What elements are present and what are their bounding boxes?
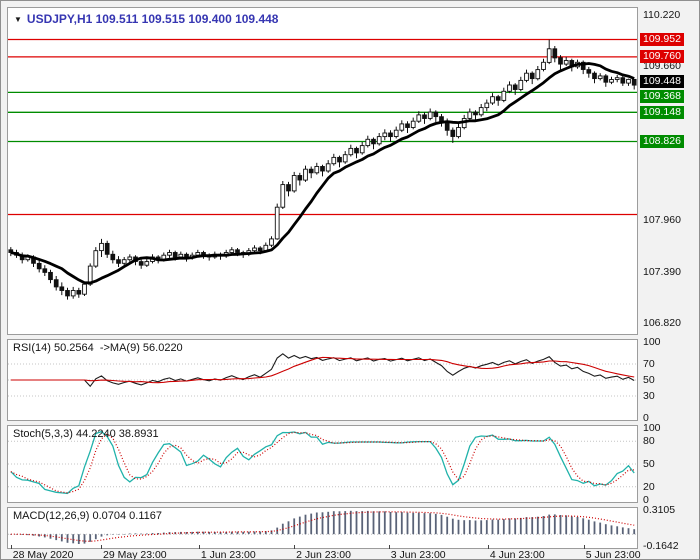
symbol-ohlc-text: USDJPY,H1 109.511 109.515 109.400 109.44… [26, 12, 279, 26]
main-chart-panel[interactable]: ▼ USDJPY,H1 109.511 109.515 109.400 109.… [7, 7, 638, 335]
rsi-axis-label: 70 [643, 358, 655, 370]
rsi-axis-label: 50 [643, 374, 655, 386]
time-tick [388, 545, 390, 549]
macd-panel[interactable]: MACD(12,26,9) 0.0704 0.1167 [7, 507, 638, 549]
price-badge-last: 109.448 [640, 74, 684, 88]
rsi-axis-label: 30 [643, 390, 655, 402]
time-axis-label: 3 Jun 23:00 [390, 549, 446, 560]
time-scale[interactable]: 28 May 2020 29 May 23:00 1 Jun 23:00 2 Jun … [7, 545, 641, 560]
price-axis-label: 107.960 [643, 213, 681, 226]
stoch-axis-label: 100 [643, 422, 661, 434]
time-axis-label: 28 May 2020 [12, 549, 74, 560]
symbol-info: ▼ USDJPY,H1 109.511 109.515 109.400 109.… [14, 12, 278, 26]
stoch-axis-label: 80 [643, 435, 655, 448]
time-axis-label: 4 Jun 23:00 [489, 549, 545, 560]
price-badge-support: 108.826 [640, 134, 684, 148]
chart-dropdown-icon[interactable]: ▼ [14, 14, 22, 24]
rsi-canvas[interactable] [8, 340, 637, 420]
time-axis-label: 29 May 23:00 [103, 549, 167, 560]
stoch-canvas[interactable] [8, 426, 637, 502]
macd-axis-label: 0.3105 [643, 504, 676, 516]
price-axis-label: 106.820 [643, 317, 681, 330]
rsi-axis-label: 100 [643, 336, 661, 348]
time-tick [101, 545, 103, 549]
time-tick [10, 545, 12, 549]
price-axis-label: 107.390 [643, 265, 681, 278]
macd-canvas[interactable] [8, 508, 637, 548]
stoch-axis-label: 20 [643, 480, 655, 493]
main-chart-canvas[interactable] [8, 8, 637, 334]
time-axis-label: 1 Jun 23:00 [200, 549, 256, 560]
time-axis-label: 2 Jun 23:00 [296, 549, 351, 560]
price-badge-resistance: 109.952 [640, 33, 684, 46]
stochastic-label: Stoch(5,3,3) 44.2240 38.8931 [13, 428, 159, 440]
stochastic-panel[interactable]: Stoch(5,3,3) 44.2240 38.8931 [7, 425, 638, 503]
macd-axis-label: -0.1642 [643, 540, 679, 552]
time-tick [487, 545, 489, 549]
price-badge-resistance: 109.760 [640, 50, 684, 64]
time-tick [583, 545, 585, 549]
rsi-panel[interactable]: RSI(14) 50.2564 ->MA(9) 56.0220 [7, 339, 638, 421]
time-tick [198, 545, 200, 549]
price-axis-label: 110.220 [643, 9, 681, 22]
time-axis-label: 5 Jun 23:00 [585, 549, 641, 560]
price-scale[interactable]: 110.220 109.660 107.960 107.390 106.820 109.9… [639, 1, 699, 559]
rsi-label: RSI(14) 50.2564 ->MA(9) 56.0220 [13, 342, 183, 354]
price-badge-support: 109.368 [640, 89, 684, 103]
stoch-axis-label: 0 [643, 494, 649, 506]
time-tick [294, 545, 296, 549]
stoch-axis-label: 50 [643, 458, 655, 470]
macd-label: MACD(12,26,9) 0.0704 0.1167 [13, 510, 162, 522]
price-badge-support: 109.148 [640, 105, 684, 119]
rsi-axis-label: 0 [643, 412, 649, 424]
